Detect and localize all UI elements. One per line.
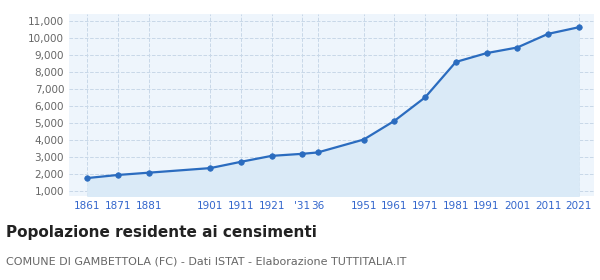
Text: Popolazione residente ai censimenti: Popolazione residente ai censimenti [6,225,317,241]
Text: COMUNE DI GAMBETTOLA (FC) - Dati ISTAT - Elaborazione TUTTITALIA.IT: COMUNE DI GAMBETTOLA (FC) - Dati ISTAT -… [6,256,406,266]
